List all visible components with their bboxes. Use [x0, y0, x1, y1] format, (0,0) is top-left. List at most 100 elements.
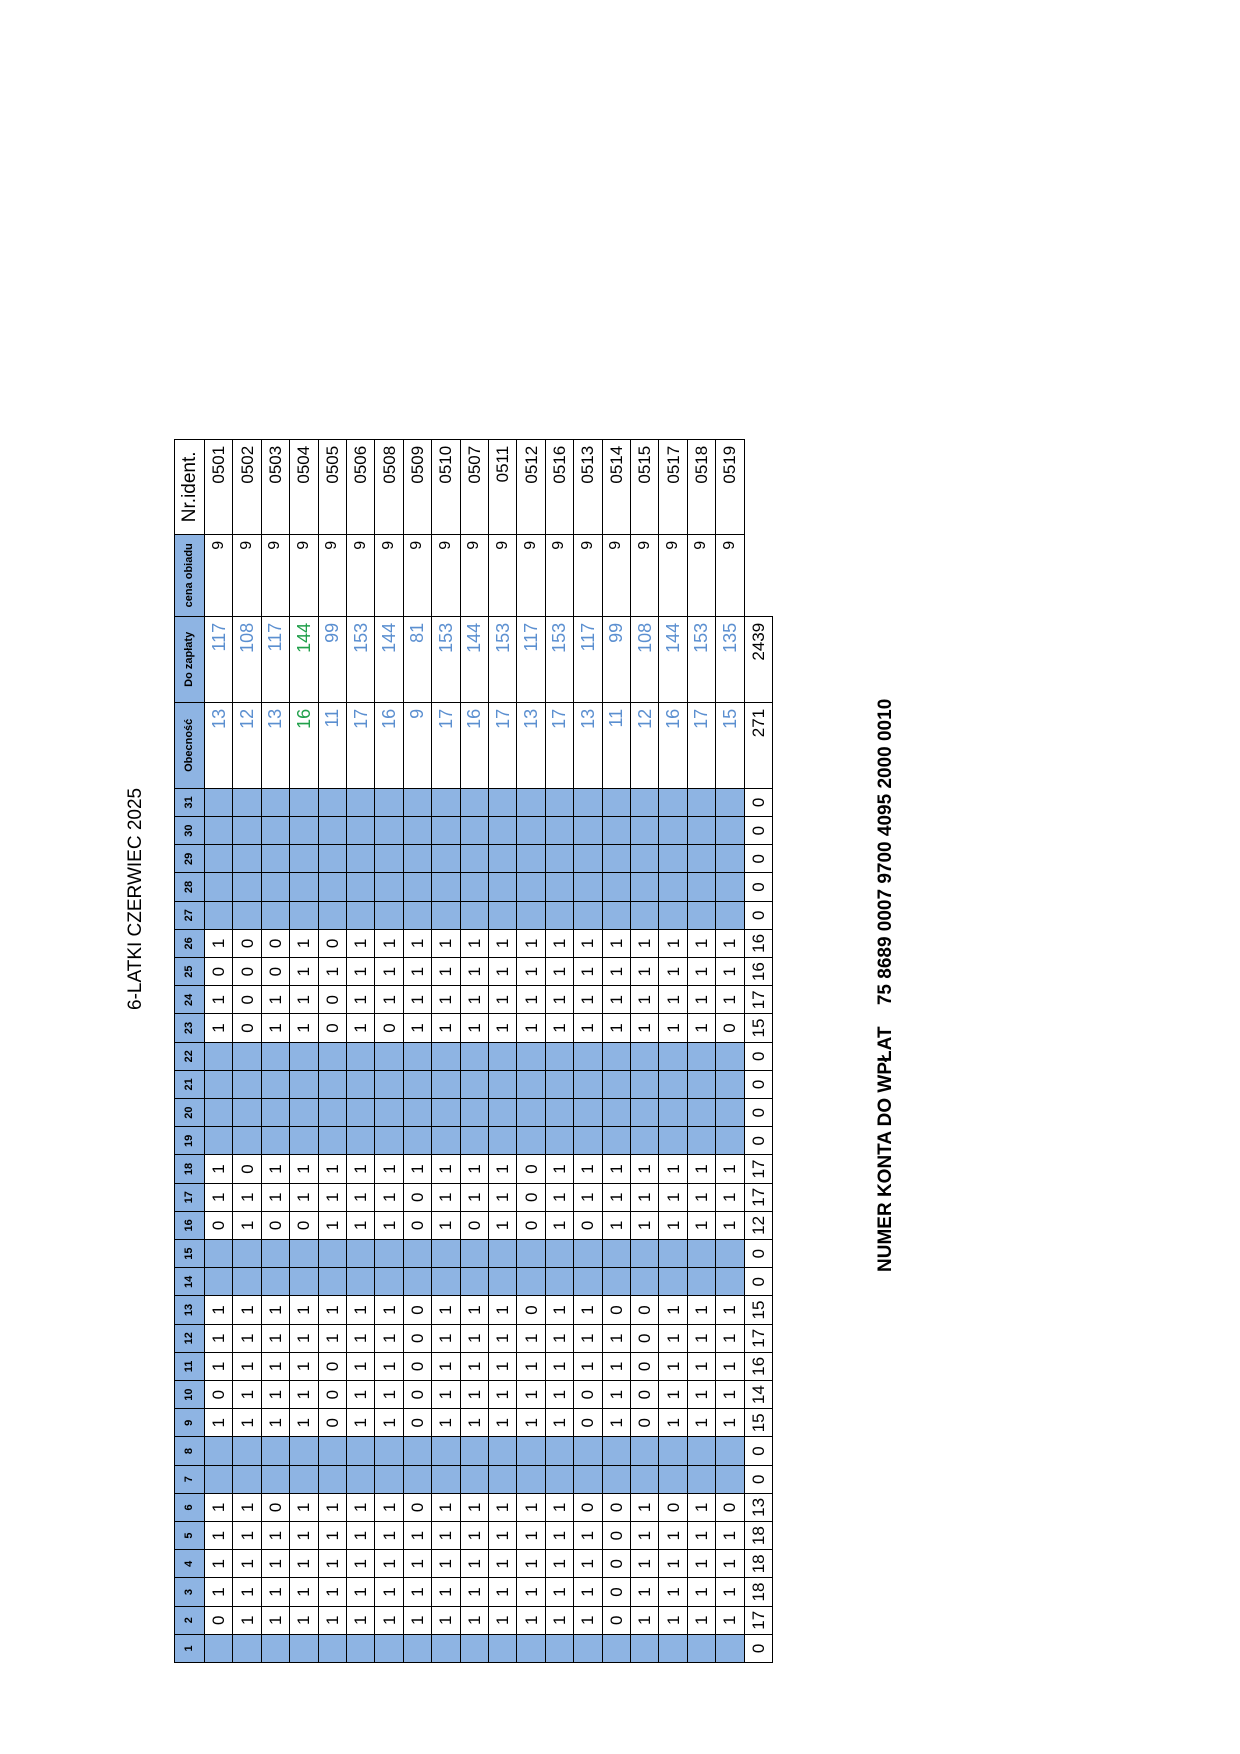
- day-off-cell: [374, 787, 404, 817]
- day-cell: 1: [544, 1210, 575, 1240]
- day-off-cell: [573, 1069, 603, 1099]
- day-off-cell: [204, 1041, 234, 1071]
- day-cell: 1: [544, 1492, 575, 1522]
- day-header: 8: [174, 1436, 205, 1466]
- id-cell: 0502: [232, 438, 262, 535]
- day-header: 18: [174, 1154, 205, 1184]
- day-off-cell: [686, 844, 717, 874]
- day-cell: 0: [630, 1295, 660, 1325]
- day-cell: 1: [715, 1521, 745, 1551]
- day-header: 16: [174, 1210, 205, 1240]
- day-off-cell: [204, 787, 234, 817]
- day-off-cell: [715, 816, 745, 846]
- day-total-cell: 0: [743, 1098, 773, 1128]
- day-off-cell: [630, 1069, 660, 1099]
- day-off-cell: [601, 872, 631, 902]
- day-cell: 1: [686, 1154, 717, 1184]
- day-cell: 1: [488, 928, 518, 958]
- day-cell: 0: [601, 1549, 631, 1579]
- day-cell: 1: [686, 1351, 717, 1381]
- day-cell: 1: [317, 1295, 347, 1325]
- day-cell: 0: [630, 1408, 660, 1438]
- day-cell: 1: [260, 1408, 291, 1438]
- day-cell: 1: [715, 957, 745, 987]
- day-cell: 1: [289, 1521, 319, 1551]
- day-cell: 1: [289, 1154, 319, 1184]
- day-off-cell: [601, 1633, 631, 1663]
- due-cell: 117: [204, 615, 234, 703]
- attendance-table: 1 2 3 4 5 6 7 8 9 10 11 12 13 14 15 16 17 18 19 20 21 22 23 24 2…: [174, 162, 838, 1663]
- day-cell: 0: [516, 1295, 546, 1325]
- day-off-cell: [289, 816, 319, 846]
- day-off-cell: [346, 1267, 376, 1297]
- day-header: 13: [174, 1295, 205, 1325]
- day-header: 11: [174, 1351, 205, 1381]
- day-cell: 1: [686, 1521, 717, 1551]
- day-off-cell: [346, 1069, 376, 1099]
- day-cell: 1: [459, 928, 489, 958]
- day-cell: 1: [260, 1549, 291, 1579]
- day-cell: 1: [601, 1210, 631, 1240]
- day-cell: 1: [402, 1605, 433, 1635]
- day-off-cell: [715, 1633, 745, 1663]
- day-cell: 1: [431, 1549, 461, 1579]
- day-off-cell: [601, 1098, 631, 1128]
- day-off-cell: [658, 1633, 688, 1663]
- day-off-cell: [374, 1267, 404, 1297]
- day-off-cell: [459, 816, 489, 846]
- day-header: 25: [174, 957, 205, 987]
- day-off-cell: [715, 844, 745, 874]
- day-cell: 1: [289, 1549, 319, 1579]
- day-off-cell: [402, 1633, 433, 1663]
- day-cell: 1: [715, 1295, 745, 1325]
- day-off-cell: [658, 872, 688, 902]
- day-off-cell: [658, 1069, 688, 1099]
- day-off-cell: [374, 844, 404, 874]
- day-header: 7: [174, 1464, 205, 1494]
- id-cell: 0519: [715, 438, 745, 535]
- day-off-cell: [317, 787, 347, 817]
- day-off-cell: [573, 1041, 603, 1071]
- day-off-cell: [601, 1041, 631, 1071]
- day-cell: 1: [601, 985, 631, 1015]
- day-cell: 1: [573, 1605, 603, 1635]
- day-cell: 1: [232, 1210, 262, 1240]
- price-cell: 9: [232, 533, 262, 617]
- day-cell: 1: [289, 1605, 319, 1635]
- day-header: 26: [174, 928, 205, 958]
- due-cell: 153: [686, 615, 717, 703]
- day-cell: 1: [374, 1492, 404, 1522]
- day-off-cell: [488, 1041, 518, 1071]
- day-cell: 1: [544, 985, 575, 1015]
- day-off-cell: [289, 1126, 319, 1156]
- day-cell: 1: [204, 1351, 234, 1381]
- day-cell: 1: [630, 1577, 660, 1607]
- day-cell: 0: [601, 1577, 631, 1607]
- day-cell: 0: [516, 1210, 546, 1240]
- day-off-cell: [686, 1436, 717, 1466]
- day-off-cell: [459, 1267, 489, 1297]
- day-off-cell: [630, 1098, 660, 1128]
- day-cell: 0: [516, 1182, 546, 1212]
- attendance-cell: 11: [317, 701, 347, 789]
- day-cell: 1: [374, 1210, 404, 1240]
- day-off-cell: [402, 1041, 433, 1071]
- day-cell: 1: [658, 1013, 688, 1043]
- day-off-cell: [488, 816, 518, 846]
- day-off-cell: [715, 1098, 745, 1128]
- attendance-cell: 15: [715, 701, 745, 789]
- day-cell: 1: [686, 1380, 717, 1410]
- id-cell: 0505: [317, 438, 347, 535]
- day-cell: 1: [204, 1013, 234, 1043]
- day-cell: 1: [317, 1492, 347, 1522]
- day-total-cell: 0: [743, 1267, 773, 1297]
- day-cell: 1: [658, 1577, 688, 1607]
- day-cell: 1: [601, 1408, 631, 1438]
- day-off-cell: [346, 900, 376, 930]
- day-off-cell: [431, 1464, 461, 1494]
- day-total-cell: 0: [743, 1464, 773, 1494]
- day-off-cell: [232, 1633, 262, 1663]
- day-cell: 1: [204, 1549, 234, 1579]
- attendance-cell: 13: [260, 701, 291, 789]
- day-total-cell: 18: [743, 1549, 773, 1579]
